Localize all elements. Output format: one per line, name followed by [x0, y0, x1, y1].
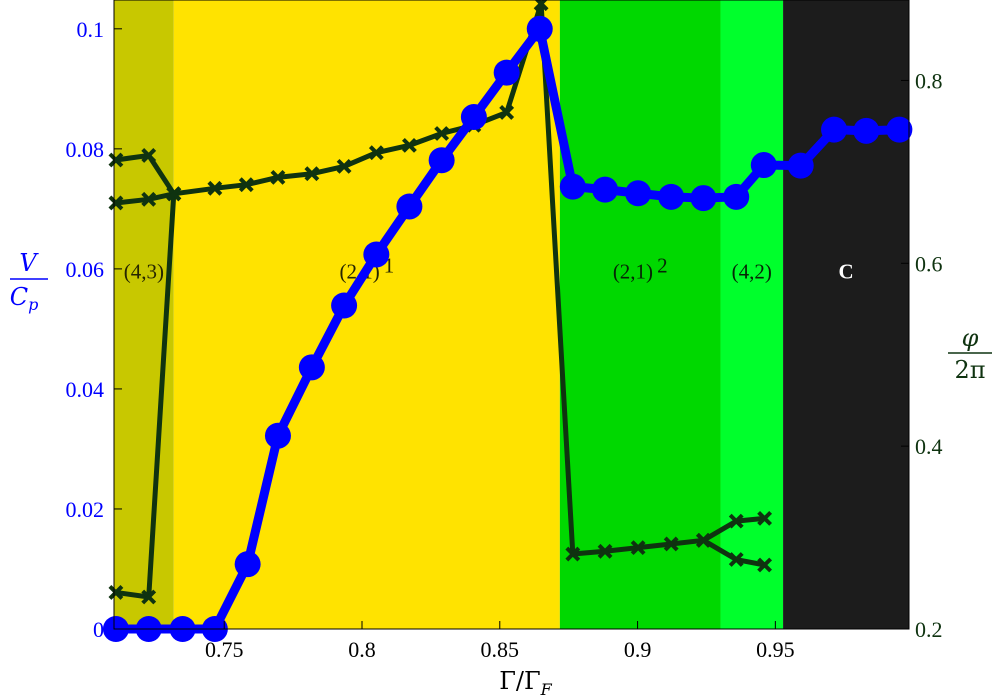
phase-point-upper_branch-1: [141, 148, 157, 163]
phase-point-upper_branch-13: [533, 0, 549, 12]
region-1: [173, 0, 560, 629]
y-left-tick-label-2: 0.04: [66, 377, 105, 402]
phase-point-upper_branch-17: [663, 536, 679, 552]
velocity-point-8: [363, 241, 390, 268]
velocity-point-14: [559, 173, 586, 200]
phase-point-upper_branch-5: [270, 169, 286, 185]
velocity-point-17: [658, 183, 685, 210]
velocity-point-5: [264, 422, 291, 449]
phase-point-bottom_left-1: [141, 589, 157, 605]
x-tick-label-0: 0.75: [205, 637, 244, 662]
phase-point-upper_branch-9: [401, 137, 417, 153]
y-right-tick-label-2: 0.6: [915, 251, 943, 276]
velocity-point-21: [787, 152, 814, 179]
x-tick-label-2: 0.85: [481, 637, 520, 662]
velocity-point-16: [625, 180, 652, 207]
region-3: [720, 0, 784, 629]
phase-point-upper_branch-15: [597, 543, 613, 559]
region-label-4: C: [838, 260, 853, 284]
y-left-label-den-sub: p: [28, 295, 38, 314]
velocity-point-9: [396, 193, 423, 220]
region-label-3: (4,2): [732, 260, 772, 284]
phase-point-upper_right_fork-1: [728, 513, 744, 529]
phase-point-upper_branch-4: [238, 177, 254, 193]
phase-regions: [114, 0, 909, 629]
y-left-tick-label-3: 0.06: [66, 257, 105, 282]
velocity-point-24: [886, 116, 913, 143]
y-right-label-den: 2π: [954, 356, 985, 384]
velocity-point-15: [592, 176, 619, 203]
x-tick-label-4: 0.95: [756, 637, 795, 662]
velocity-point-7: [331, 292, 358, 319]
x-axis-label: Γ/ΓF: [499, 667, 552, 699]
phase-point-upper_branch-12: [499, 105, 515, 120]
y-left-tick-label-5: 0.1: [77, 17, 105, 42]
velocity-point-13: [526, 15, 553, 42]
region-sup-1: 1: [384, 254, 395, 278]
phase-point-lower_branch_left-1: [141, 191, 157, 207]
y-left-tick-label-4: 0.08: [66, 137, 105, 162]
y-right-tick-label-3: 0.8: [915, 68, 943, 93]
plot-frame: [113, 0, 910, 630]
velocity-point-19: [723, 183, 750, 210]
velocity-point-20: [750, 152, 777, 179]
region-label-0: (4,3): [124, 260, 164, 284]
region-sup-2: 2: [657, 254, 668, 278]
y-left-tick-label-0: 0: [93, 617, 104, 642]
velocity-point-23: [853, 117, 880, 144]
y-left-tick-label-1: 0.02: [66, 497, 105, 522]
x-axis-label-sub: F: [540, 680, 553, 699]
phase-point-upper_branch-14: [565, 546, 581, 562]
phase-series: [108, 0, 773, 605]
phase-point-bottom_left-2: [166, 186, 182, 202]
phase-point-bottom_left-0: [108, 585, 124, 600]
y-right-tick-label-0: 0.2: [915, 617, 943, 642]
phase-point-upper_branch-19: [728, 552, 744, 567]
x-tick-label-3: 0.9: [624, 637, 652, 662]
region-4: [783, 0, 909, 629]
region-2: [559, 0, 721, 629]
phase-point-upper_branch-20: [757, 557, 773, 573]
y-right-label-num: φ: [962, 324, 979, 352]
velocity-point-12: [493, 59, 520, 86]
velocity-point-11: [460, 104, 487, 131]
phase-point-upper_branch-16: [630, 540, 646, 556]
phase-point-upper_branch-10: [434, 126, 450, 141]
phase-point-upper_branch-0: [108, 152, 124, 168]
phase-point-upper_branch-7: [336, 158, 352, 174]
velocity-series: [102, 15, 913, 642]
phase-point-upper_branch-6: [304, 166, 320, 182]
velocity-point-22: [821, 116, 848, 143]
velocity-point-6: [298, 354, 325, 381]
ticks: 0 0.02 0.04 0.06 0.08 0.1 0.2 0.4 0.6 0.8 0.75 0.8 0…: [66, 17, 943, 662]
y-left-label-num: V: [19, 249, 39, 277]
x-tick-label-1: 0.8: [348, 637, 376, 662]
phase-point-upper_branch-3: [207, 180, 223, 196]
velocity-point-10: [428, 147, 455, 174]
axes: [113, 0, 910, 630]
phase-point-lower_branch_left-0: [108, 195, 124, 211]
phase-point-upper_right_fork-0: [696, 532, 711, 548]
y-right-tick-label-1: 0.4: [915, 434, 943, 459]
velocity-point-18: [690, 185, 717, 212]
velocity-point-4: [234, 551, 261, 578]
y-left-label-den: Cp: [10, 283, 39, 314]
phase-point-upper_branch-8: [368, 145, 384, 161]
phase-point-upper_right_fork-2: [757, 510, 773, 526]
